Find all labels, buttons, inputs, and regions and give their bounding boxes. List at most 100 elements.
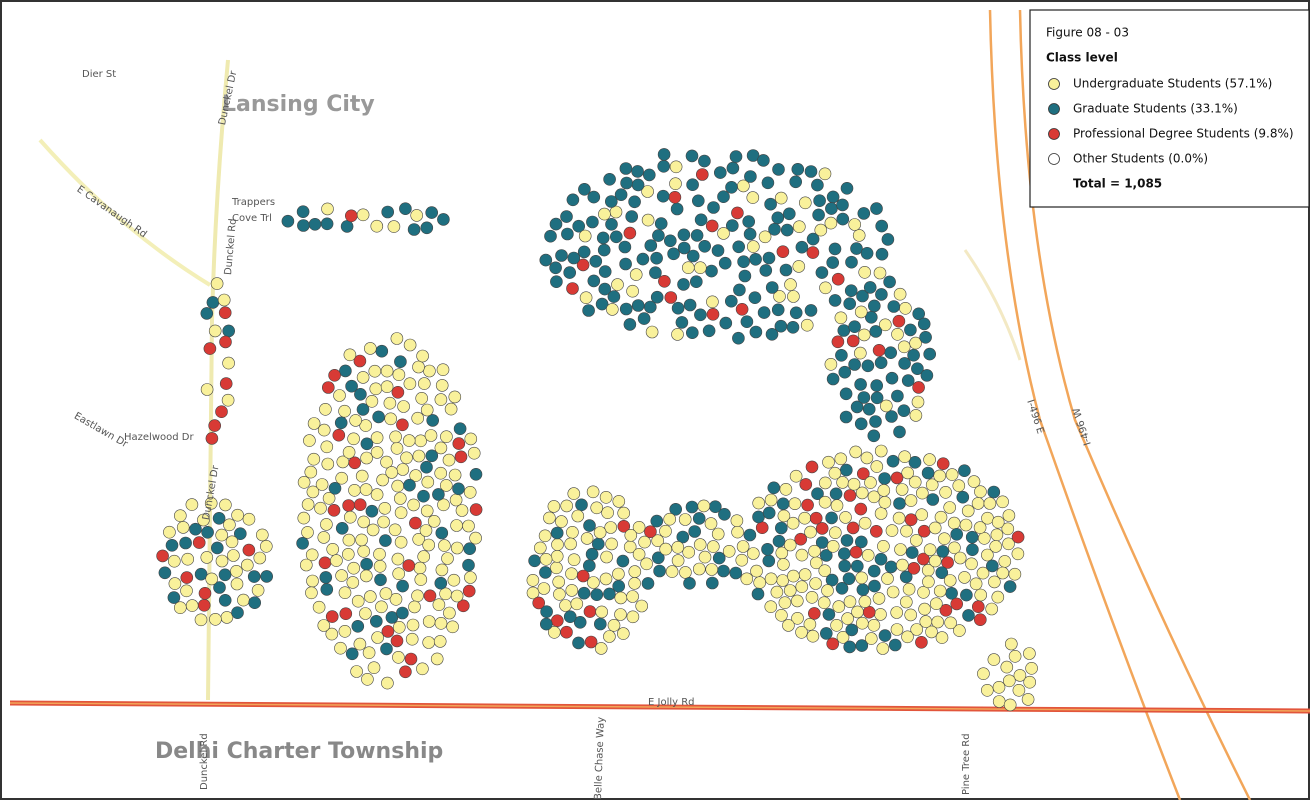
- student-dot: [605, 218, 618, 231]
- student-dot: [809, 577, 822, 590]
- student-dot: [663, 512, 677, 526]
- student-dot: [444, 402, 458, 416]
- student-dot: [843, 595, 857, 609]
- student-dot: [669, 177, 682, 190]
- student-dot: [1002, 537, 1015, 551]
- student-dot: [416, 662, 429, 676]
- student-dot: [632, 547, 646, 561]
- student-dot: [326, 542, 340, 556]
- student-dot: [776, 497, 790, 511]
- student-dot: [869, 325, 883, 338]
- student-dot: [194, 567, 208, 581]
- student-dot: [938, 532, 951, 546]
- student-dot: [619, 162, 633, 175]
- student-dot: [912, 307, 926, 321]
- student-dot: [259, 539, 273, 553]
- student-dot: [586, 485, 600, 499]
- student-dot: [365, 504, 379, 518]
- student-dot: [410, 209, 424, 222]
- student-dot: [185, 498, 199, 511]
- student-dot: [678, 513, 692, 526]
- student-dot: [878, 318, 892, 332]
- student-dot: [806, 629, 820, 643]
- student-dot: [694, 213, 708, 227]
- student-dot: [824, 216, 838, 230]
- student-dot: [1013, 669, 1027, 682]
- student-dot: [725, 219, 739, 232]
- student-dot: [375, 600, 388, 614]
- student-dot: [448, 468, 462, 482]
- student-dot: [462, 558, 475, 572]
- student-dot: [759, 264, 773, 277]
- student-dot: [671, 554, 685, 567]
- student-dot: [873, 266, 887, 280]
- student-dot: [677, 278, 690, 291]
- student-dot: [540, 605, 553, 619]
- student-dot: [826, 190, 840, 204]
- student-dot: [917, 317, 931, 331]
- student-dot: [340, 220, 354, 233]
- student-dot: [342, 445, 356, 459]
- student-dot: [253, 551, 267, 565]
- student-dot: [856, 583, 870, 597]
- student-dot: [632, 520, 646, 534]
- student-dot: [559, 599, 572, 612]
- student-dot: [181, 552, 194, 566]
- student-dot: [618, 240, 632, 254]
- student-dot: [394, 506, 408, 520]
- student-dot: [644, 239, 658, 252]
- student-dot: [231, 606, 244, 620]
- e-jolly-road-center: [9, 702, 1310, 712]
- student-dot: [379, 534, 392, 547]
- student-dot: [168, 577, 182, 590]
- student-dot: [830, 618, 843, 632]
- student-dot: [370, 446, 384, 459]
- student-dot: [363, 342, 377, 355]
- student-dot: [987, 485, 1001, 499]
- student-dot: [314, 501, 327, 515]
- student-dot: [576, 569, 590, 583]
- student-dot: [838, 559, 852, 573]
- student-dot: [746, 191, 760, 204]
- student-dot: [821, 584, 834, 597]
- student-dot: [874, 444, 888, 458]
- student-dot: [935, 631, 949, 644]
- student-dot: [952, 479, 966, 493]
- student-dot: [307, 417, 321, 430]
- student-dot: [807, 607, 821, 620]
- student-dot: [179, 536, 192, 550]
- student-dot: [412, 360, 425, 374]
- student-dot: [925, 625, 938, 639]
- student-dot: [334, 416, 348, 430]
- street-label: Cove Trl: [232, 213, 272, 224]
- student-dot: [777, 558, 790, 571]
- student-dot: [956, 490, 970, 504]
- student-dot: [539, 552, 553, 566]
- student-dot: [857, 391, 871, 404]
- student-dot: [872, 343, 886, 357]
- student-dot: [761, 542, 774, 556]
- student-dot: [417, 489, 430, 503]
- student-dot: [677, 228, 691, 242]
- student-dot: [373, 559, 387, 573]
- student-dot: [583, 605, 597, 618]
- student-dot: [798, 196, 812, 210]
- student-dot: [623, 318, 637, 331]
- student-dot: [746, 149, 760, 162]
- student-dot: [434, 616, 448, 630]
- student-dot: [469, 503, 483, 516]
- student-dot: [752, 496, 766, 510]
- student-dot: [189, 522, 202, 536]
- student-dot: [560, 499, 574, 513]
- student-dot: [437, 498, 450, 512]
- student-dot: [786, 320, 800, 334]
- student-dot: [360, 437, 374, 451]
- student-dot: [322, 491, 336, 505]
- student-dot: [631, 178, 645, 192]
- student-dot: [611, 278, 624, 291]
- student-dot: [399, 202, 412, 215]
- student-dot: [614, 188, 628, 201]
- student-dot: [919, 615, 933, 628]
- student-dot: [604, 195, 618, 208]
- student-dot: [222, 324, 235, 338]
